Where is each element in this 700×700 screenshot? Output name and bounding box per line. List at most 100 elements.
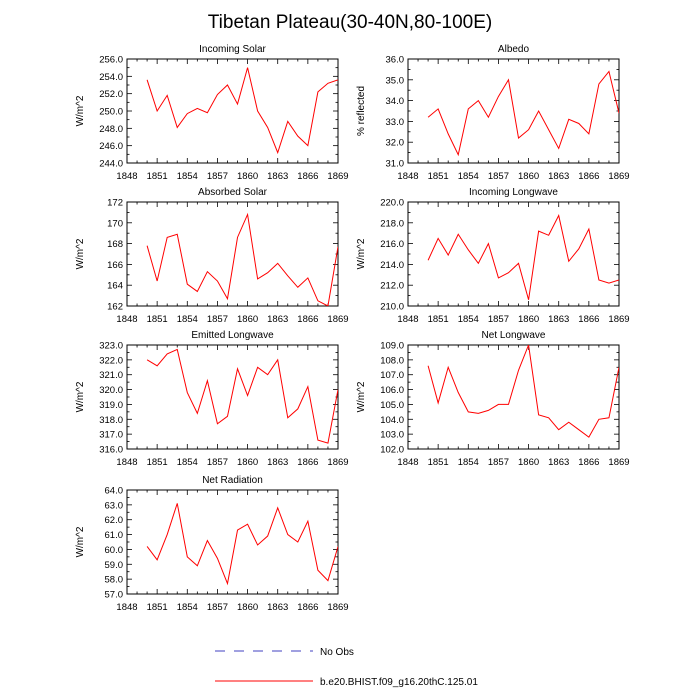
plot-frame <box>126 58 339 164</box>
plot-frame <box>126 344 339 450</box>
series-line-0 <box>146 212 338 306</box>
x-tick-label: 1866 <box>578 457 599 468</box>
chart-title: Absorbed Solar <box>198 187 268 198</box>
y-tick-label: 214.0 <box>380 260 404 271</box>
x-tick-label: 1863 <box>548 314 569 325</box>
y-tick-label: 32.0 <box>386 138 405 149</box>
x-tick-label: 1860 <box>237 602 258 613</box>
y-tick-label: 62.0 <box>105 515 124 526</box>
chart-panels: Incoming Solar 1848 1851 1854 1857 1860 1863 18… <box>75 44 630 613</box>
y-tick-label: 168 <box>107 239 123 250</box>
x-tick-label: 1857 <box>207 171 228 182</box>
y-tick-label: 317.0 <box>99 430 123 441</box>
plot-frame <box>126 489 339 595</box>
y-axis-label: W/m^2 <box>75 381 86 412</box>
x-tick-label: 1863 <box>267 314 288 325</box>
series-line-0 <box>427 70 619 157</box>
y-tick-label: 102.0 <box>380 445 404 456</box>
x-tick-label: 1854 <box>458 314 479 325</box>
y-axis-label: W/m^2 <box>75 238 86 269</box>
series-line-0 <box>146 503 338 586</box>
x-tick-label: 1851 <box>147 171 168 182</box>
chart-panel-3: Incoming Longwave 1848 1851 1854 1857 1860 186… <box>356 187 630 325</box>
plot-frame <box>126 201 339 307</box>
x-tick-label: 1866 <box>297 602 318 613</box>
y-tick-label: 36.0 <box>386 55 405 66</box>
y-tick-label: 103.0 <box>380 430 404 441</box>
x-tick-label: 1869 <box>327 602 348 613</box>
legend-model-label: b.e20.BHIST.f09_g16.20thC.125.01 <box>320 677 478 688</box>
x-tick-label: 1863 <box>548 457 569 468</box>
x-tick-label: 1866 <box>578 171 599 182</box>
x-tick-label: 1857 <box>207 314 228 325</box>
y-tick-label: 63.0 <box>105 500 124 511</box>
legend: No Obs b.e20.BHIST.f09_g16.20thC.125.01 <box>215 647 478 688</box>
y-tick-label: 244.0 <box>99 159 123 170</box>
x-tick-label: 1848 <box>116 457 137 468</box>
x-tick-label: 1848 <box>116 171 137 182</box>
x-tick-label: 1848 <box>116 602 137 613</box>
x-tick-label: 1848 <box>397 171 418 182</box>
y-tick-label: 252.0 <box>99 89 123 100</box>
y-tick-label: 323.0 <box>99 341 123 352</box>
y-tick-label: 322.0 <box>99 355 123 366</box>
chart-title: Incoming Solar <box>199 44 266 55</box>
x-tick-label: 1860 <box>518 171 539 182</box>
y-tick-label: 57.0 <box>105 590 124 601</box>
y-tick-label: 216.0 <box>380 239 404 250</box>
x-tick-label: 1851 <box>428 171 449 182</box>
x-tick-label: 1854 <box>177 602 198 613</box>
x-tick-label: 1848 <box>397 457 418 468</box>
y-tick-label: 220.0 <box>380 198 404 209</box>
y-tick-label: 61.0 <box>105 530 124 541</box>
y-tick-label: 105.0 <box>380 400 404 411</box>
x-tick-label: 1869 <box>608 171 629 182</box>
x-tick-label: 1869 <box>327 171 348 182</box>
y-tick-label: 162 <box>107 302 123 313</box>
legend-obs-label: No Obs <box>320 647 354 658</box>
y-tick-label: 31.0 <box>386 159 405 170</box>
series-line-0 <box>146 348 338 444</box>
x-tick-label: 1848 <box>116 314 137 325</box>
x-tick-label: 1851 <box>147 314 168 325</box>
y-tick-label: 320.0 <box>99 385 123 396</box>
chart-panel-4: Emitted Longwave 1848 1851 1854 1857 1860 1863… <box>75 330 349 468</box>
y-tick-label: 107.0 <box>380 370 404 381</box>
y-tick-label: 254.0 <box>99 72 123 83</box>
x-tick-label: 1857 <box>488 171 509 182</box>
y-tick-label: 318.0 <box>99 415 123 426</box>
y-tick-label: 58.0 <box>105 575 124 586</box>
y-axis-label: W/m^2 <box>75 95 86 126</box>
x-tick-label: 1866 <box>297 314 318 325</box>
y-tick-label: 210.0 <box>380 302 404 313</box>
y-tick-label: 212.0 <box>380 281 404 292</box>
x-tick-label: 1863 <box>267 171 288 182</box>
x-tick-label: 1860 <box>237 457 258 468</box>
y-tick-label: 170 <box>107 218 123 229</box>
chart-panel-2: Absorbed Solar 1848 1851 1854 1857 1860 1863 18… <box>75 187 349 325</box>
chart-panel-1: Albedo 1848 1851 1854 1857 1860 1863 1866 1869 31… <box>356 44 630 182</box>
chart-panel-0: Incoming Solar 1848 1851 1854 1857 1860 1863 18… <box>75 44 349 182</box>
y-tick-label: 246.0 <box>99 141 123 152</box>
chart-title: Incoming Longwave <box>469 187 558 198</box>
y-tick-label: 256.0 <box>99 55 123 66</box>
y-axis-label: W/m^2 <box>356 381 367 412</box>
y-axis-label: W/m^2 <box>75 526 86 557</box>
x-tick-label: 1854 <box>177 314 198 325</box>
x-tick-label: 1860 <box>518 314 539 325</box>
y-tick-label: 319.0 <box>99 400 123 411</box>
y-tick-label: 166 <box>107 260 123 271</box>
y-tick-label: 60.0 <box>105 545 124 556</box>
y-tick-label: 34.0 <box>386 96 405 107</box>
x-tick-label: 1857 <box>207 457 228 468</box>
series-line-0 <box>146 67 338 155</box>
y-tick-label: 109.0 <box>380 341 404 352</box>
y-tick-label: 35.0 <box>386 75 405 86</box>
chart-title: Emitted Longwave <box>191 330 274 341</box>
y-tick-label: 59.0 <box>105 560 124 571</box>
x-tick-label: 1854 <box>458 457 479 468</box>
x-tick-label: 1869 <box>327 457 348 468</box>
y-tick-label: 64.0 <box>105 486 124 497</box>
x-tick-label: 1869 <box>608 314 629 325</box>
x-tick-label: 1863 <box>548 171 569 182</box>
